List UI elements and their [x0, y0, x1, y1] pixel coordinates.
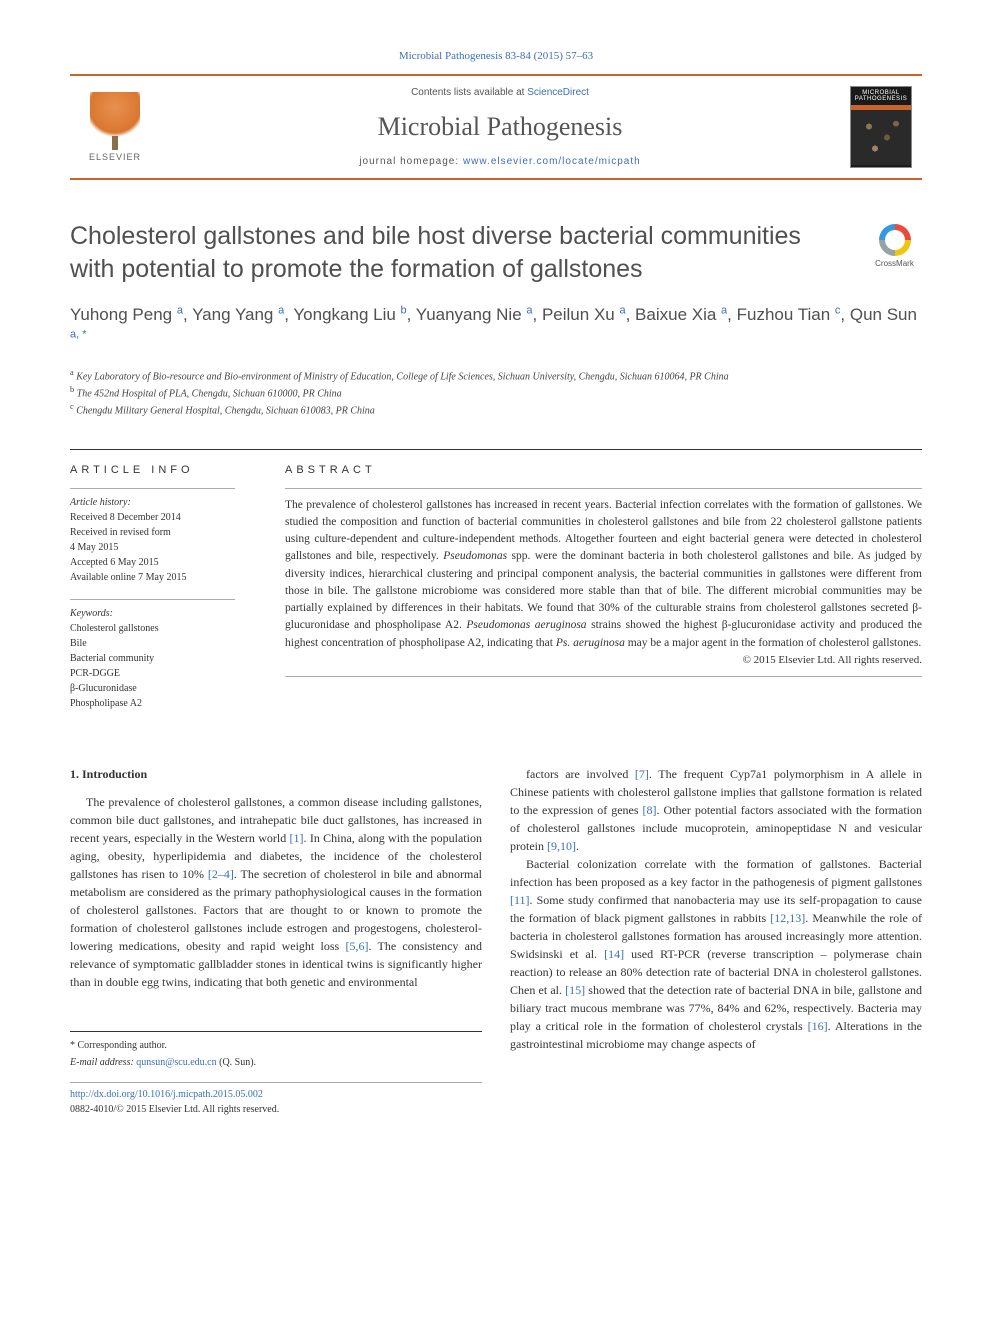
body-column-left: 1. Introduction The prevalence of choles… [70, 765, 482, 1117]
cover-image [851, 110, 911, 165]
elsevier-tree-icon [90, 92, 140, 142]
info-abstract-row: ARTICLE INFO Article history: Received 8… [70, 449, 922, 725]
keywords-block: Keywords: Cholesterol gallstonesBileBact… [70, 599, 235, 711]
elsevier-logo: ELSEVIER [80, 87, 150, 167]
history-line: Received 8 December 2014 [70, 510, 235, 525]
issn-line: 0882-4010/© 2015 Elsevier Ltd. All right… [70, 1102, 482, 1117]
header-center: Contents lists available at ScienceDirec… [150, 87, 850, 167]
affiliation-line: c Chengdu Military General Hospital, Che… [70, 401, 922, 418]
history-subhead: Article history: [70, 497, 235, 508]
contents-prefix: Contents lists available at [411, 87, 527, 98]
journal-name: Microbial Pathogenesis [165, 112, 835, 142]
copyright-line: © 2015 Elsevier Ltd. All rights reserved… [285, 652, 922, 669]
keyword-line: PCR-DGGE [70, 666, 235, 681]
abstract-text: The prevalence of cholesterol gallstones… [285, 488, 922, 678]
abstract-heading: ABSTRACT [285, 464, 922, 476]
doi-link[interactable]: http://dx.doi.org/10.1016/j.micpath.2015… [70, 1089, 263, 1100]
crossmark-icon [879, 224, 911, 256]
homepage-prefix: journal homepage: [359, 156, 463, 167]
crossmark-label: CrossMark [867, 259, 922, 268]
abstract-column: ABSTRACT The prevalence of cholesterol g… [260, 450, 922, 725]
body-columns: 1. Introduction The prevalence of choles… [70, 765, 922, 1117]
homepage-link[interactable]: www.elsevier.com/locate/micpath [463, 156, 641, 167]
article-info-column: ARTICLE INFO Article history: Received 8… [70, 450, 260, 725]
section-heading: 1. Introduction [70, 765, 482, 783]
keyword-line: β-Glucuronidase [70, 681, 235, 696]
history-line: Received in revised form [70, 525, 235, 540]
body-paragraph: The prevalence of cholesterol gallstones… [70, 793, 482, 991]
keyword-line: Bile [70, 636, 235, 651]
title-row: Cholesterol gallstones and bile host div… [70, 220, 922, 303]
email-link[interactable]: qunsun@scu.edu.cn [136, 1057, 216, 1068]
contents-line: Contents lists available at ScienceDirec… [165, 87, 835, 98]
journal-header: ELSEVIER Contents lists available at Sci… [70, 74, 922, 180]
article-info-heading: ARTICLE INFO [70, 464, 235, 476]
email-label: E-mail address: [70, 1057, 136, 1068]
history-block: Article history: Received 8 December 201… [70, 488, 235, 585]
affiliations: a Key Laboratory of Bio-resource and Bio… [70, 367, 922, 419]
article-title: Cholesterol gallstones and bile host div… [70, 220, 847, 285]
history-line: Available online 7 May 2015 [70, 570, 235, 585]
affiliation-line: a Key Laboratory of Bio-resource and Bio… [70, 367, 922, 384]
keyword-line: Bacterial community [70, 651, 235, 666]
keyword-line: Cholesterol gallstones [70, 621, 235, 636]
email-person: (Q. Sun). [217, 1057, 256, 1068]
keywords-subhead: Keywords: [70, 608, 235, 619]
crossmark-badge[interactable]: CrossMark [867, 224, 922, 268]
homepage-line: journal homepage: www.elsevier.com/locat… [165, 156, 835, 167]
affiliation-line: b The 452nd Hospital of PLA, Chengdu, Si… [70, 384, 922, 401]
journal-cover-thumbnail: MICROBIAL PATHOGENESIS [850, 86, 912, 168]
email-line: E-mail address: qunsun@scu.edu.cn (Q. Su… [70, 1055, 482, 1070]
publisher-name: ELSEVIER [89, 152, 141, 162]
footer-block: * Corresponding author. E-mail address: … [70, 1031, 482, 1117]
keyword-line: Phospholipase A2 [70, 696, 235, 711]
doi-block: http://dx.doi.org/10.1016/j.micpath.2015… [70, 1082, 482, 1117]
cover-title: MICROBIAL PATHOGENESIS [851, 87, 911, 105]
body-paragraph: Bacterial colonization correlate with th… [510, 855, 922, 1053]
authors-list: Yuhong Peng a, Yang Yang a, Yongkang Liu… [70, 303, 922, 351]
citation-line: Microbial Pathogenesis 83-84 (2015) 57–6… [70, 50, 922, 62]
corresponding-author: * Corresponding author. [70, 1038, 482, 1053]
body-column-right: factors are involved [7]. The frequent C… [510, 765, 922, 1117]
history-line: Accepted 6 May 2015 [70, 555, 235, 570]
history-line: 4 May 2015 [70, 540, 235, 555]
sciencedirect-link[interactable]: ScienceDirect [527, 87, 589, 98]
body-paragraph: factors are involved [7]. The frequent C… [510, 765, 922, 855]
